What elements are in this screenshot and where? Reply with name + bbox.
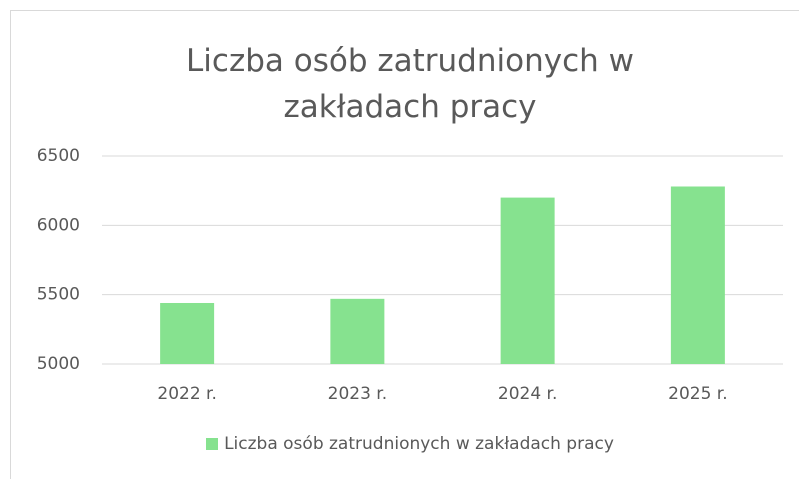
y-tick-label: 5500 xyxy=(37,285,80,305)
x-tick-label: 2025 r. xyxy=(668,384,728,404)
x-tick-label: 2022 r. xyxy=(157,384,217,404)
legend-label: Liczba osób zatrudnionych w zakładach pr… xyxy=(224,434,614,454)
y-tick-label: 6000 xyxy=(37,215,80,235)
legend: Liczba osób zatrudnionych w zakładach pr… xyxy=(0,434,799,454)
x-tick-label: 2024 r. xyxy=(498,384,558,404)
chart-title: Liczba osób zatrudnionych w zakładach pr… xyxy=(186,43,634,125)
bar xyxy=(670,186,725,364)
bar xyxy=(500,197,555,364)
x-tick-label: 2023 r. xyxy=(328,384,388,404)
y-tick-label: 5000 xyxy=(37,354,80,374)
bar xyxy=(330,298,385,364)
y-tick-label: 6500 xyxy=(37,146,80,166)
bar xyxy=(160,302,215,364)
chart-border xyxy=(10,10,799,479)
legend-swatch xyxy=(206,438,219,450)
